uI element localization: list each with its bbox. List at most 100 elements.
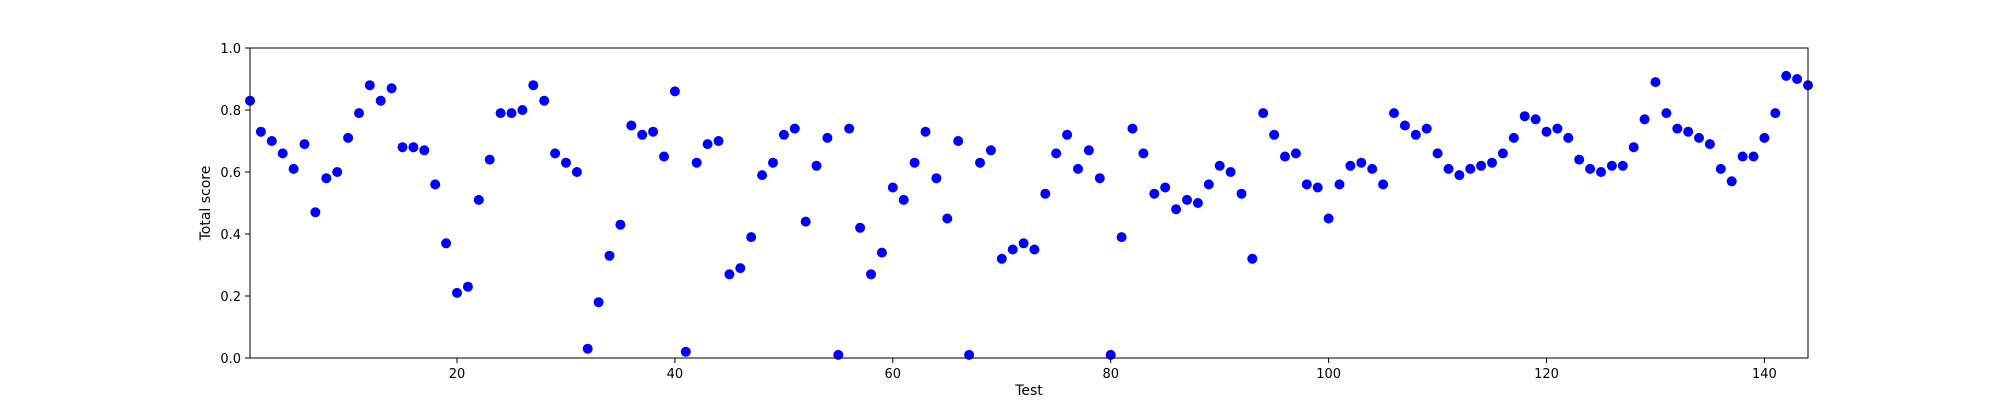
data-points (245, 70, 1813, 360)
data-point (517, 105, 528, 115)
data-point (833, 349, 844, 360)
data-point (495, 108, 506, 119)
data-point (528, 80, 539, 91)
data-point (1421, 123, 1432, 134)
data-point (626, 120, 637, 131)
data-point (1083, 145, 1094, 156)
data-point (1628, 142, 1639, 153)
data-point (659, 151, 669, 162)
data-point (1258, 108, 1269, 119)
data-point (811, 160, 822, 171)
x-tick-label: 20 (449, 367, 466, 382)
y-tick-label: 0.4 (220, 228, 241, 243)
data-point (1639, 114, 1650, 125)
data-point (473, 194, 484, 205)
data-point (1160, 182, 1171, 193)
data-point (1116, 232, 1127, 243)
data-point (1683, 126, 1694, 137)
data-point (996, 253, 1007, 264)
data-point (419, 145, 430, 156)
data-point (1508, 132, 1519, 143)
data-point (648, 126, 659, 137)
data-point (942, 213, 953, 224)
data-point (1661, 108, 1672, 119)
data-point (386, 83, 397, 94)
data-point (604, 250, 615, 261)
x-tick-label: 100 (1316, 367, 1341, 382)
data-point (484, 154, 495, 165)
data-point (1530, 114, 1541, 125)
x-tick-label: 80 (1102, 367, 1119, 382)
data-point (1149, 188, 1160, 199)
data-point (615, 219, 626, 230)
data-point (1748, 151, 1759, 162)
data-point (1694, 132, 1704, 143)
y-tick-label: 0.0 (220, 352, 241, 367)
y-axis-label: Total score (198, 166, 214, 242)
data-point (789, 123, 800, 134)
data-point (1345, 160, 1356, 171)
x-tick-label: 140 (1752, 367, 1777, 382)
data-point (1073, 163, 1083, 174)
data-point (332, 167, 343, 177)
data-point (866, 269, 876, 280)
data-point (1432, 148, 1443, 159)
data-point (1051, 148, 1062, 159)
data-point (1737, 151, 1748, 162)
data-point (441, 238, 452, 249)
data-point (1596, 167, 1606, 177)
data-point (255, 126, 266, 137)
data-point (1389, 108, 1399, 119)
data-point (1726, 176, 1737, 187)
data-point (1378, 179, 1389, 190)
data-point (898, 194, 909, 205)
data-point (669, 86, 680, 97)
data-point (800, 216, 811, 227)
data-point (713, 136, 724, 146)
data-point (430, 179, 441, 190)
data-point (1247, 253, 1258, 264)
data-point (931, 173, 942, 184)
data-point (1781, 70, 1792, 81)
x-tick-label: 120 (1534, 367, 1559, 382)
data-point (1290, 148, 1301, 159)
data-point (408, 142, 419, 153)
data-point (1476, 160, 1487, 171)
data-point (691, 157, 702, 168)
data-point (397, 142, 408, 153)
data-point (1138, 148, 1149, 159)
data-point (1487, 157, 1497, 168)
data-point (757, 170, 768, 181)
data-point (310, 207, 321, 218)
data-point (1203, 179, 1214, 190)
data-point (1552, 123, 1563, 134)
data-point (539, 95, 550, 106)
data-point (702, 139, 713, 150)
data-point (1007, 244, 1018, 255)
x-tick-label: 40 (667, 367, 684, 382)
data-point (1214, 160, 1225, 171)
data-point (1127, 123, 1138, 134)
data-point (1323, 213, 1334, 224)
data-point (1574, 154, 1585, 165)
data-point (920, 126, 931, 137)
data-point (1704, 139, 1715, 150)
data-point (1040, 188, 1051, 199)
data-point (288, 163, 299, 174)
data-point (680, 346, 691, 357)
data-point (506, 108, 517, 119)
data-point (1650, 77, 1661, 88)
data-point (1443, 163, 1454, 174)
data-point (1465, 163, 1476, 174)
data-point (354, 108, 364, 119)
data-point (1606, 160, 1617, 171)
data-point (364, 80, 375, 91)
data-point (778, 129, 789, 140)
y-axis-ticks: 0.0 0.2 0.4 0.6 0.8 1.0 (220, 42, 250, 367)
data-point (1617, 160, 1628, 171)
data-point (1770, 108, 1781, 119)
x-axis-label: Test (1014, 383, 1043, 399)
y-tick-label: 0.8 (220, 104, 241, 119)
data-point (1301, 179, 1312, 190)
